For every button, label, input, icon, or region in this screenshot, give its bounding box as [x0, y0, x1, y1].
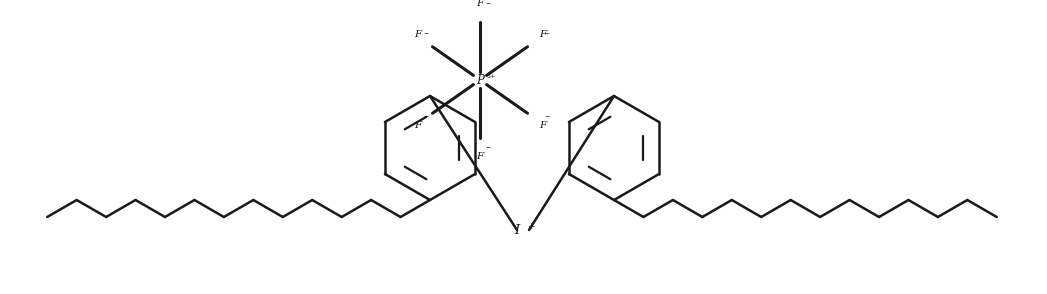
Text: −: − — [485, 0, 490, 5]
Text: P: P — [476, 74, 484, 86]
Text: −: − — [423, 113, 428, 118]
Text: F: F — [476, 0, 484, 8]
Text: −: − — [423, 31, 428, 36]
Text: I: I — [514, 223, 519, 236]
Text: F: F — [539, 30, 547, 39]
Text: 5+: 5+ — [487, 74, 496, 79]
Text: F: F — [476, 152, 484, 161]
Text: −: − — [544, 31, 550, 36]
Text: F: F — [539, 121, 547, 130]
Text: F: F — [414, 121, 421, 130]
Text: +: + — [527, 222, 535, 231]
Text: −: − — [485, 144, 490, 149]
Text: −: − — [544, 113, 550, 118]
Text: F: F — [414, 30, 421, 39]
